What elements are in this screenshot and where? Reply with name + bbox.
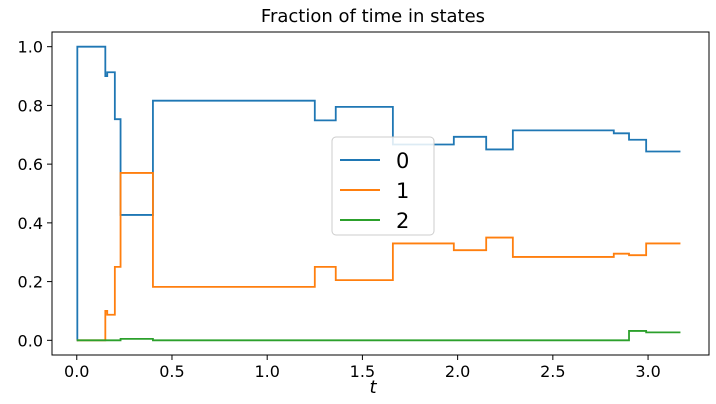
chart-title: Fraction of time in states [261, 6, 485, 27]
series-line-1 [76, 172, 681, 342]
y-tick-label: 1.0 [18, 38, 43, 57]
legend: 0 1 2 [331, 136, 435, 236]
x-tick-label: 2.5 [540, 362, 565, 381]
x-tick-label: 3.0 [635, 362, 660, 381]
series-line-2 [76, 330, 681, 342]
y-tick-label: 0.4 [18, 214, 43, 233]
y-tick-label: 0.8 [18, 96, 43, 115]
x-tick-label: 1.5 [350, 362, 375, 381]
x-tick-label: 2.0 [445, 362, 470, 381]
series-line-0 [76, 45, 681, 342]
legend-label-1: 1 [396, 179, 409, 203]
x-axis-label: t [369, 377, 377, 398]
legend-box [331, 136, 435, 236]
legend-label-2: 2 [396, 209, 409, 233]
ticks-layer: 0.0 0.5 1.0 1.5 2.0 2.5 3.0 0.0 0.2 0.4 0.6 0.8 1.0 [18, 38, 661, 381]
legend-label-0: 0 [396, 149, 409, 173]
plot-frame [51, 31, 710, 356]
series-layer [76, 45, 681, 342]
y-tick-label: 0.2 [18, 273, 43, 292]
y-tick-label: 0.0 [18, 331, 43, 350]
x-tick-label: 1.0 [254, 362, 279, 381]
x-tick-label: 0.5 [159, 362, 184, 381]
y-tick-label: 0.6 [18, 155, 43, 174]
x-tick-label: 0.0 [64, 362, 89, 381]
